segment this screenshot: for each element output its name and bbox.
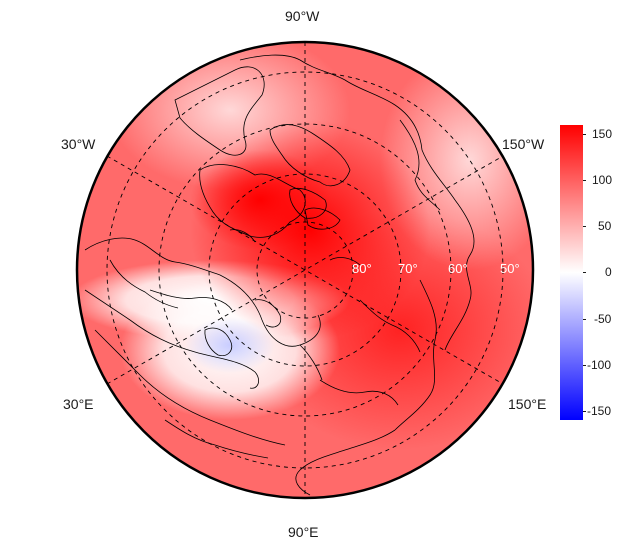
coastlines [84,54,475,496]
colorbar-tickmark [583,411,586,412]
colorbar-tickmark [583,134,586,135]
colorbar-tick-50: 50 [598,219,612,233]
graticule [106,42,504,498]
lat-label-70: 70° [398,261,418,276]
colorbar-tickmark [583,226,586,227]
colorbar-tick-neg150: -150 [587,404,612,418]
data-field [77,42,533,498]
lon-label-bottom: 90°E [288,524,319,540]
lon-label-lower-right: 150°E [508,396,547,412]
colorbar-tick-0: 0 [605,265,612,279]
parallel-60 [158,123,452,417]
colorbar-tickmark [583,365,586,366]
colorbar-tick-100: 100 [592,173,613,187]
lat-label-50: 50° [500,261,520,276]
colorbar-tick-neg50: -50 [594,312,612,326]
colorbar-tick-150: 150 [592,127,613,141]
map-boundary [75,40,535,500]
lat-label-80: 80° [352,261,372,276]
colorbar-tick-neg100: -100 [587,358,612,372]
lon-label-upper-right: 150°W [502,136,545,152]
colorbar-legend: 150 100 50 0 -50 -100 -150 [560,125,620,425]
lon-label-upper-left: 30°W [61,136,96,152]
colorbar-tickmark [583,319,586,320]
colorbar-gradient [560,125,583,420]
colorbar-tickmark [583,272,586,273]
lat-label-60: 60° [448,261,468,276]
colorbar-tickmark [583,180,586,181]
lon-label-top: 90°W [285,8,320,24]
lon-label-lower-left: 30°E [63,396,94,412]
parallel-50 [106,71,504,469]
